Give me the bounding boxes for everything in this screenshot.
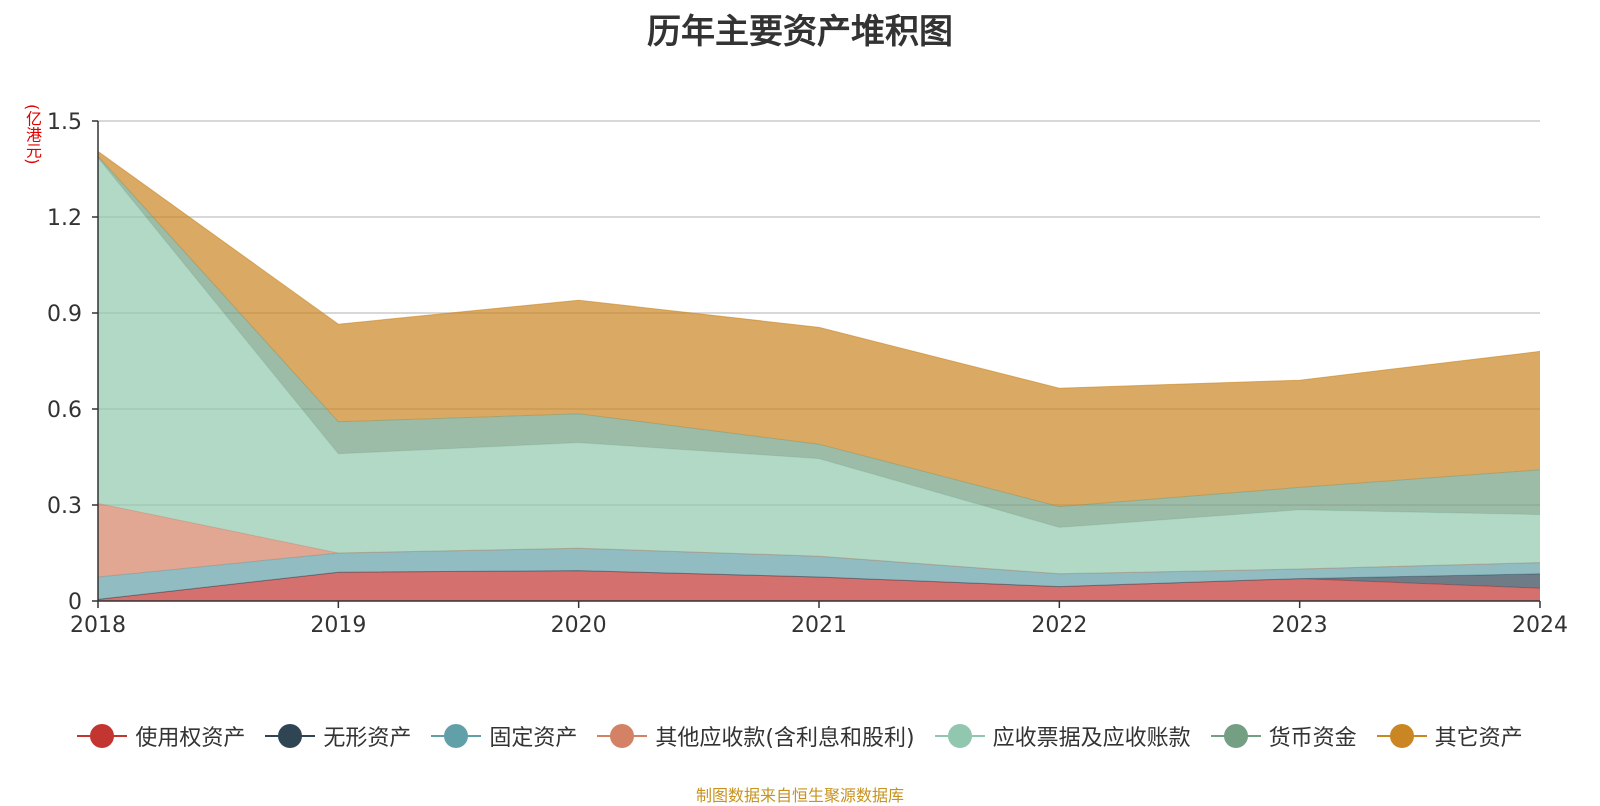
legend-marker-icon xyxy=(77,724,128,748)
legend-label: 无形资产 xyxy=(323,726,412,751)
x-tick-label: 2023 xyxy=(1272,613,1328,638)
area-series-layer xyxy=(97,150,1541,601)
area-series-line-7 xyxy=(97,150,1541,389)
legend-marker-icon xyxy=(1210,724,1261,748)
legend: 使用权资产 无形资产 固定资产 其他应收款(含利息和股利) 应收票据及应收账款 货币资金 其… xyxy=(0,718,1600,754)
legend-item[interactable]: 其它资产 xyxy=(1376,720,1523,752)
y-tick-label: 1.5 xyxy=(47,110,82,135)
x-tick-label: 2019 xyxy=(310,613,366,638)
legend-item[interactable]: 其他应收款(含利息和股利) xyxy=(597,720,915,752)
y-tick-label: 1.2 xyxy=(47,206,82,231)
legend-item[interactable]: 固定资产 xyxy=(431,720,577,752)
legend-item[interactable]: 无形资产 xyxy=(265,720,411,752)
legend-marker-icon xyxy=(1376,724,1427,748)
y-tick-label: 0.9 xyxy=(47,302,82,327)
x-tick-label: 2020 xyxy=(551,613,607,638)
y-tick-label: 0.6 xyxy=(47,398,82,423)
legend-marker-dot xyxy=(90,724,115,748)
x-tick-label: 2024 xyxy=(1512,613,1568,638)
legend-marker-dot xyxy=(444,724,469,748)
area-series-6 xyxy=(98,156,1540,528)
legend-marker-dot xyxy=(278,724,303,748)
x-tick-label: 2022 xyxy=(1031,613,1087,638)
source-note: 制图数据来自恒生聚源数据库 xyxy=(695,786,904,805)
tick-labels: 0 0.3 0.6 0.9 1.2 1.5 2018 2019 2020 2021 2022 2023… xyxy=(47,110,1568,638)
legend-label: 应收票据及应收账款 xyxy=(992,726,1191,751)
y-tick-label: 0.3 xyxy=(47,494,82,519)
legend-item[interactable]: 应收票据及应收账款 xyxy=(934,720,1191,752)
legend-marker-dot xyxy=(1223,724,1248,748)
legend-label: 货币资金 xyxy=(1268,726,1357,751)
legend-marker-icon xyxy=(265,724,316,748)
legend-label: 其它资产 xyxy=(1434,726,1523,751)
area-series-1 xyxy=(98,570,1540,601)
chart-title: 历年主要资产堆积图 xyxy=(647,12,953,52)
legend-marker-dot xyxy=(1389,724,1414,748)
area-series-3 xyxy=(98,548,1540,600)
legend-marker-icon xyxy=(431,724,482,748)
legend-marker-icon xyxy=(597,724,648,748)
legend-marker-dot xyxy=(947,724,972,748)
legend-label: 固定资产 xyxy=(489,726,578,751)
y-axis-unit-label: (亿港元) xyxy=(23,104,42,165)
area-series-5 xyxy=(98,157,1540,574)
x-tick-label: 2018 xyxy=(70,613,126,638)
legend-item[interactable]: 货币资金 xyxy=(1210,720,1357,752)
y-tick-label: 0 xyxy=(68,590,82,615)
legend-label: 其他应收款(含利息和股利) xyxy=(655,726,915,751)
axes xyxy=(92,120,1541,608)
x-tick-label: 2021 xyxy=(791,613,847,638)
legend-marker-dot xyxy=(610,724,635,748)
legend-label: 使用权资产 xyxy=(135,726,246,751)
area-series-7 xyxy=(98,151,1540,507)
legend-item[interactable]: 使用权资产 xyxy=(77,720,245,752)
legend-marker-icon xyxy=(934,724,985,748)
